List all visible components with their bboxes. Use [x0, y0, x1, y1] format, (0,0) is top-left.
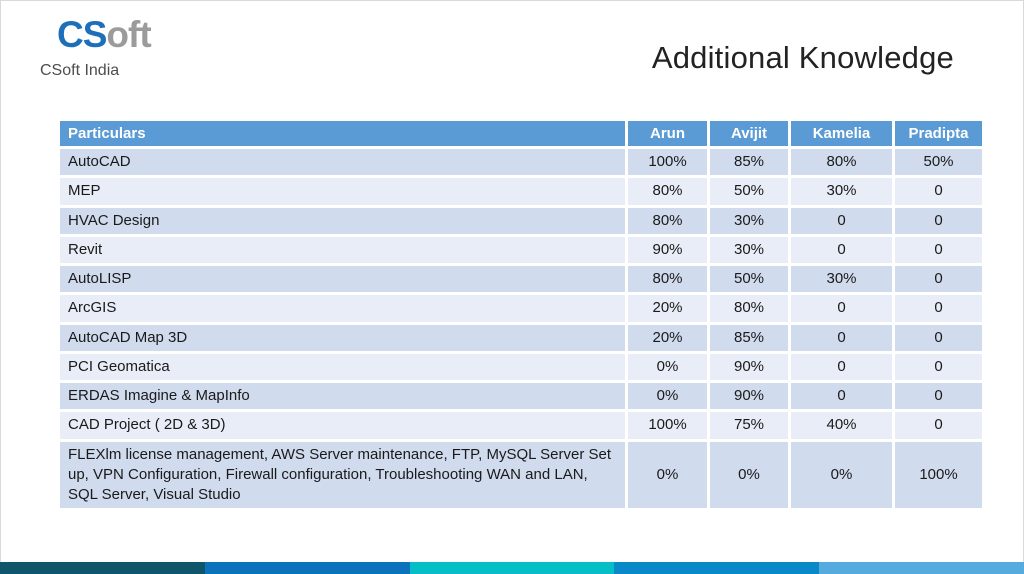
particulars-cell: AutoLISP [57, 262, 628, 296]
value-cell: 0 [788, 379, 895, 413]
column-header-avijit: Avijit [707, 118, 791, 149]
value-cell: 0 [788, 292, 895, 325]
value-cell: 30% [788, 262, 895, 296]
table-header-row: Particulars Arun Avijit Kamelia Pradipta [57, 118, 985, 149]
table-row: Revit 90% 30% 0 0 [57, 233, 985, 267]
value-cell: 50% [892, 145, 985, 179]
stripe-segment-1 [0, 562, 205, 574]
table-row: AutoCAD 100% 85% 80% 50% [57, 145, 985, 179]
slide-title: Additional Knowledge [651, 40, 954, 75]
stripe-segment-2 [204, 562, 410, 574]
value-cell: 75% [707, 409, 791, 442]
column-header-kamelia: Kamelia [788, 118, 895, 149]
value-cell: 0 [892, 292, 985, 325]
value-cell: 0 [892, 321, 985, 354]
value-cell: 100% [892, 438, 985, 512]
table-row: HVAC Design 80% 30% 0 0 [57, 204, 985, 237]
particulars-cell: ERDAS Imagine & MapInfo [57, 379, 628, 413]
table-row: CAD Project ( 2D & 3D) 100% 75% 40% 0 [57, 409, 985, 442]
value-cell: 90% [707, 350, 791, 384]
value-cell: 80% [625, 175, 710, 208]
value-cell: 30% [707, 233, 791, 267]
particulars-cell: CAD Project ( 2D & 3D) [57, 409, 628, 442]
value-cell: 85% [707, 145, 791, 179]
logo-text-blue: CS [57, 14, 107, 55]
value-cell: 30% [788, 175, 895, 208]
value-cell: 0 [892, 350, 985, 384]
knowledge-table: Particulars Arun Avijit Kamelia Pradipta Aut… [57, 118, 985, 512]
value-cell: 0% [625, 379, 710, 413]
value-cell: 80% [625, 204, 710, 237]
logo-wordmark: CSoft [40, 14, 152, 55]
table-row: AutoCAD Map 3D 20% 85% 0 0 [57, 321, 985, 354]
particulars-cell: MEP [57, 175, 628, 208]
value-cell: 100% [625, 409, 710, 442]
logo-text-gray: oft [106, 14, 151, 55]
value-cell: 0% [625, 350, 710, 384]
stripe-segment-4 [614, 562, 820, 574]
value-cell: 50% [707, 262, 791, 296]
company-logo: CSoft CSoft India [40, 14, 152, 80]
value-cell: 50% [707, 175, 791, 208]
table-body: AutoCAD 100% 85% 80% 50% MEP 80% 50% 30% 0 HVAC De… [57, 145, 985, 512]
value-cell: 0 [788, 350, 895, 384]
value-cell: 0 [892, 379, 985, 413]
column-header-arun: Arun [625, 118, 710, 149]
table-row: MEP 80% 50% 30% 0 [57, 175, 985, 208]
particulars-cell: AutoCAD Map 3D [57, 321, 628, 354]
value-cell: 80% [788, 145, 895, 179]
footer-color-stripe [0, 562, 1024, 574]
value-cell: 80% [707, 292, 791, 325]
particulars-cell: Revit [57, 233, 628, 267]
value-cell: 100% [625, 145, 710, 179]
value-cell: 85% [707, 321, 791, 354]
value-cell: 90% [707, 379, 791, 413]
value-cell: 30% [707, 204, 791, 237]
column-header-particulars: Particulars [57, 118, 628, 149]
column-header-pradipta: Pradipta [892, 118, 985, 149]
value-cell: 0 [892, 204, 985, 237]
value-cell: 0% [625, 438, 710, 512]
table-row: AutoLISP 80% 50% 30% 0 [57, 262, 985, 296]
particulars-cell: FLEXlm license management, AWS Server ma… [57, 438, 628, 512]
value-cell: 0 [892, 262, 985, 296]
table-row: ERDAS Imagine & MapInfo 0% 90% 0 0 [57, 379, 985, 413]
knowledge-table-container: Particulars Arun Avijit Kamelia Pradipta Aut… [57, 118, 985, 512]
table-row: PCI Geomatica 0% 90% 0 0 [57, 350, 985, 384]
value-cell: 0 [788, 233, 895, 267]
value-cell: 0% [788, 438, 895, 512]
value-cell: 0 [892, 409, 985, 442]
particulars-cell: ArcGIS [57, 292, 628, 325]
stripe-segment-3 [409, 562, 615, 574]
value-cell: 0 [788, 204, 895, 237]
stripe-segment-5 [819, 562, 1024, 574]
particulars-cell: AutoCAD [57, 145, 628, 179]
value-cell: 90% [625, 233, 710, 267]
value-cell: 0 [788, 321, 895, 354]
particulars-cell: HVAC Design [57, 204, 628, 237]
particulars-cell: PCI Geomatica [57, 350, 628, 384]
table-row: ArcGIS 20% 80% 0 0 [57, 292, 985, 325]
table-row: FLEXlm license management, AWS Server ma… [57, 438, 985, 512]
value-cell: 40% [788, 409, 895, 442]
value-cell: 0 [892, 233, 985, 267]
value-cell: 80% [625, 262, 710, 296]
value-cell: 20% [625, 321, 710, 354]
logo-subtitle: CSoft India [40, 62, 120, 79]
value-cell: 20% [625, 292, 710, 325]
value-cell: 0% [707, 438, 791, 512]
value-cell: 0 [892, 175, 985, 208]
